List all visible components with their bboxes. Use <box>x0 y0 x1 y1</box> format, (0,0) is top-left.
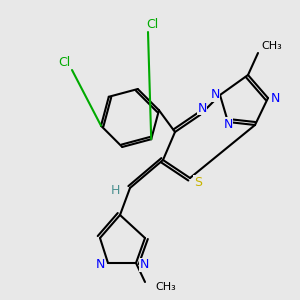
Text: CH₃: CH₃ <box>155 282 176 292</box>
Text: S: S <box>194 176 202 188</box>
Text: N: N <box>95 259 105 272</box>
Text: CH₃: CH₃ <box>261 41 282 51</box>
Text: Cl: Cl <box>58 56 70 70</box>
Text: N: N <box>270 92 280 104</box>
Text: N: N <box>210 88 220 101</box>
Text: H: H <box>110 184 120 197</box>
Text: N: N <box>139 259 149 272</box>
Text: N: N <box>197 101 207 115</box>
Text: Cl: Cl <box>146 17 158 31</box>
Text: N: N <box>223 118 233 130</box>
